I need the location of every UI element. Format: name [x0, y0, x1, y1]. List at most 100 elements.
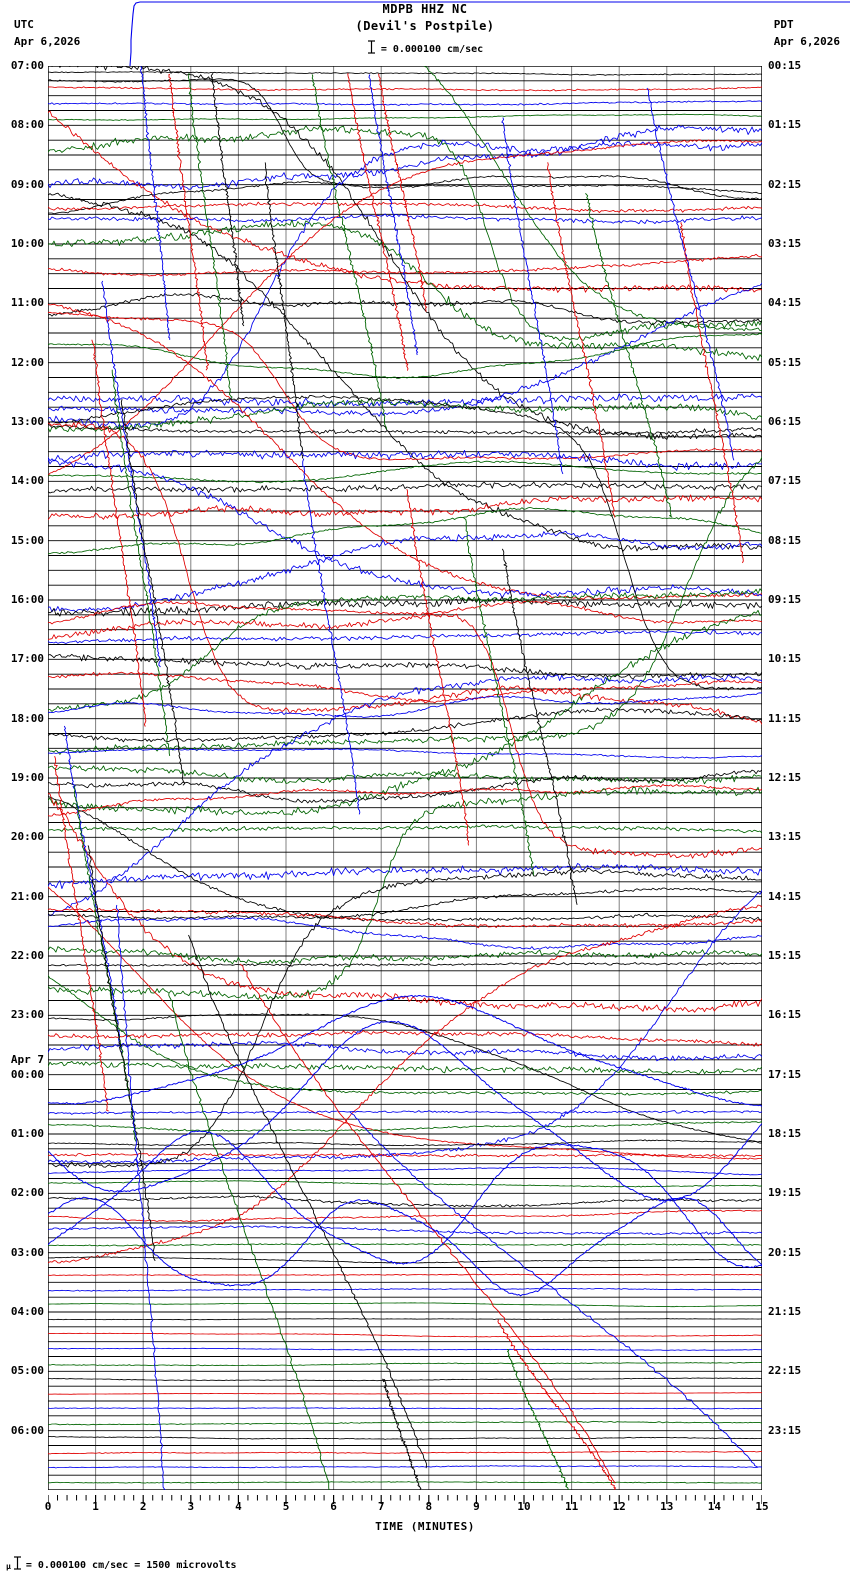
sweep-trace-7: [378, 73, 428, 312]
sweep-trace-2: [188, 72, 233, 400]
trace-row-56: [48, 887, 762, 920]
trace-row-75: [48, 1180, 762, 1188]
trace-row-21: [48, 311, 762, 461]
trace-row-64: [48, 868, 762, 1169]
right-hour-label-22: 22:15: [768, 1364, 802, 1378]
right-hour-label-9: 09:15: [768, 593, 802, 606]
trace-row-34: [48, 530, 762, 613]
footer-scale-note: µ = 0.000100 cm/sec = 1500 microvolts: [6, 1556, 237, 1573]
trace-row-40: [48, 653, 762, 680]
trace-row-65: [48, 1030, 762, 1047]
left-hour-label-9: 16:00: [10, 593, 44, 606]
left-hour-label-13: 20:00: [10, 830, 44, 844]
seismic-traces: [48, 66, 762, 1490]
trace-row-32: [48, 394, 762, 691]
wander-trace-3: [48, 994, 762, 1107]
right-hour-label-18: 18:15: [768, 1127, 802, 1140]
trace-row-70: [48, 1110, 762, 1115]
sweep-trace-8: [501, 117, 564, 475]
trace-row-69: [48, 904, 762, 1264]
trace-row-88: [48, 1377, 762, 1382]
left-hour-label-11: 18:00: [10, 711, 44, 725]
x-tick-label-9: 9: [473, 1500, 480, 1513]
sweep-trace-9: [546, 162, 616, 518]
left-hour-label-15: 22:00: [10, 949, 44, 962]
trace-row-11: [48, 125, 762, 342]
sweep-trace-30: [349, 1111, 759, 1468]
right-hour-label-19: 19:15: [768, 1186, 802, 1200]
left-hour-label-18: 01:00: [10, 1127, 44, 1140]
trace-row-68: [48, 1013, 762, 1144]
scale-note-text: = 0.000100 cm/sec: [380, 44, 484, 55]
wander-trace-2: [48, 1196, 762, 1297]
sweep-trace-31: [506, 1348, 569, 1490]
trace-row-91: [48, 1420, 762, 1426]
right-hour-label-20: 20:15: [768, 1245, 802, 1259]
sweep-trace-12: [679, 222, 744, 564]
trace-row-2: [48, 100, 762, 106]
sweep-trace-33: [382, 1378, 422, 1490]
sweep-trace-28: [239, 963, 616, 1484]
sweep-trace-3: [210, 73, 245, 327]
right-hour-label-23: 23:15: [768, 1423, 802, 1437]
x-tick-label-7: 7: [377, 1500, 385, 1513]
sweep-trace-11: [646, 87, 735, 461]
sweep-trace-0: [139, 66, 171, 340]
left-timezone: UTC: [14, 18, 34, 31]
sweep-trace-26: [115, 904, 166, 1490]
trace-row-90: [48, 1407, 762, 1410]
trace-row-12: [51, 66, 762, 440]
trace-row-61: [48, 886, 762, 1160]
station-name: (Devil's Postpile): [355, 19, 495, 33]
trace-row-20: [48, 192, 762, 552]
trace-row-36: [48, 596, 762, 617]
trace-row-47: [48, 765, 762, 785]
trace-row-89: [48, 1392, 762, 1395]
trace-row-17: [48, 139, 762, 477]
trace-row-94: [48, 1465, 762, 1469]
trace-row-66: [48, 1040, 762, 1062]
left-hour-label-22: 05:00: [10, 1364, 44, 1378]
scale-note: = 0.000100 cm/sec: [0, 40, 850, 57]
trace-row-53: [48, 793, 762, 1013]
trace-row-60: [48, 962, 762, 967]
sweep-trace-5: [347, 72, 409, 371]
right-hour-label-21: 21:15: [768, 1305, 802, 1318]
sweep-trace-16: [111, 369, 171, 756]
seismogram-plot: [48, 66, 762, 1490]
left-hour-label-3: 10:00: [10, 237, 44, 250]
trace-row-28: [48, 481, 762, 494]
left-hour-label-7: 14:00: [10, 474, 44, 488]
right-hour-label-3: 03:15: [768, 237, 802, 250]
right-timezone: PDT: [773, 18, 794, 31]
trace-row-59: [48, 946, 762, 965]
left-hour-label-6: 13:00: [10, 415, 44, 428]
sweep-trace-17: [120, 398, 186, 786]
trace-row-95: [48, 1481, 762, 1484]
trace-row-0: [48, 71, 762, 76]
right-hour-label-11: 11:15: [768, 711, 802, 725]
x-tick-label-1: 1: [92, 1500, 99, 1513]
right-hour-label-4: 04:15: [768, 296, 802, 310]
sweep-trace-32: [497, 1319, 617, 1490]
trace-row-48: [48, 769, 762, 804]
trace-row-73: [48, 1152, 762, 1158]
micro-symbol: µ: [6, 1562, 11, 1571]
x-tick-label-11: 11: [564, 1500, 579, 1513]
footer-ibeam-icon: [13, 1556, 22, 1573]
sweep-trace-14: [101, 280, 161, 668]
trace-row-71: [48, 1121, 762, 1132]
trace-row-54: [48, 863, 762, 890]
trace-row-50: [48, 673, 762, 917]
trace-row-19: [48, 332, 762, 379]
trace-row-77: [48, 1209, 762, 1223]
left-hour-label-2: 09:00: [10, 177, 44, 191]
trace-row-78: [48, 1224, 762, 1236]
trace-row-3: [48, 113, 762, 121]
trace-row-43: [48, 609, 762, 816]
x-tick-label-12: 12: [612, 1500, 626, 1513]
x-tick-label-6: 6: [330, 1500, 337, 1513]
trace-row-58: [48, 916, 762, 950]
trace-row-6: [48, 140, 762, 190]
x-axis-title: TIME (MINUTES): [375, 1520, 475, 1533]
